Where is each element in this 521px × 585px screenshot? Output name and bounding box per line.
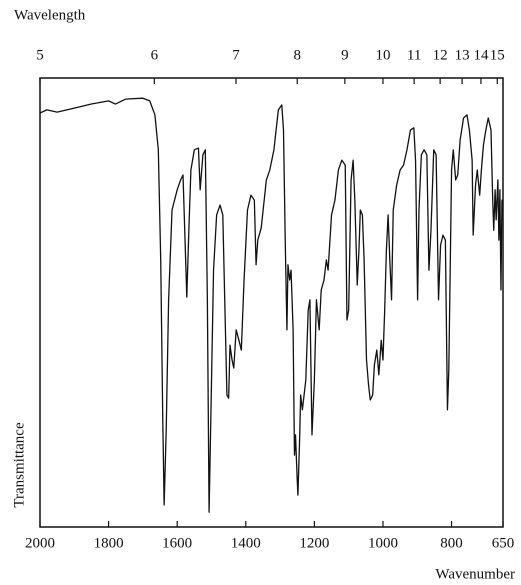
x2-tick-label: 5 <box>36 47 44 63</box>
x-tick-label: 2000 <box>25 535 55 551</box>
x-tick-label: 1400 <box>231 535 261 551</box>
x-axis-label: Wavenumber <box>435 566 515 582</box>
x2-tick-label: 6 <box>151 47 159 63</box>
x2-tick-label: 8 <box>293 47 301 63</box>
plot-frame <box>39 77 504 528</box>
x2-tick-label: 10 <box>375 47 390 63</box>
x-tick-label: 800 <box>440 535 463 551</box>
x-tick-label: 1800 <box>94 535 124 551</box>
x2-tick-label: 11 <box>407 47 421 63</box>
spectrum-line <box>39 97 503 513</box>
x-tick-label: 1200 <box>299 535 329 551</box>
x2-tick-label: 7 <box>232 47 240 63</box>
x2-tick-label: 9 <box>341 47 349 63</box>
x2-tick-label: 15 <box>490 47 505 63</box>
x-tick-label: 1000 <box>368 535 398 551</box>
x2-axis-label: Wavelength <box>14 7 86 23</box>
x2-tick-label: 13 <box>455 47 470 63</box>
x2-tick-label: 14 <box>473 47 489 63</box>
x-tick-label: 650 <box>492 535 515 551</box>
x2-tick-label: 12 <box>433 47 448 63</box>
y-axis-label: Transmittance <box>11 422 27 508</box>
x-tick-label: 1600 <box>162 535 192 551</box>
